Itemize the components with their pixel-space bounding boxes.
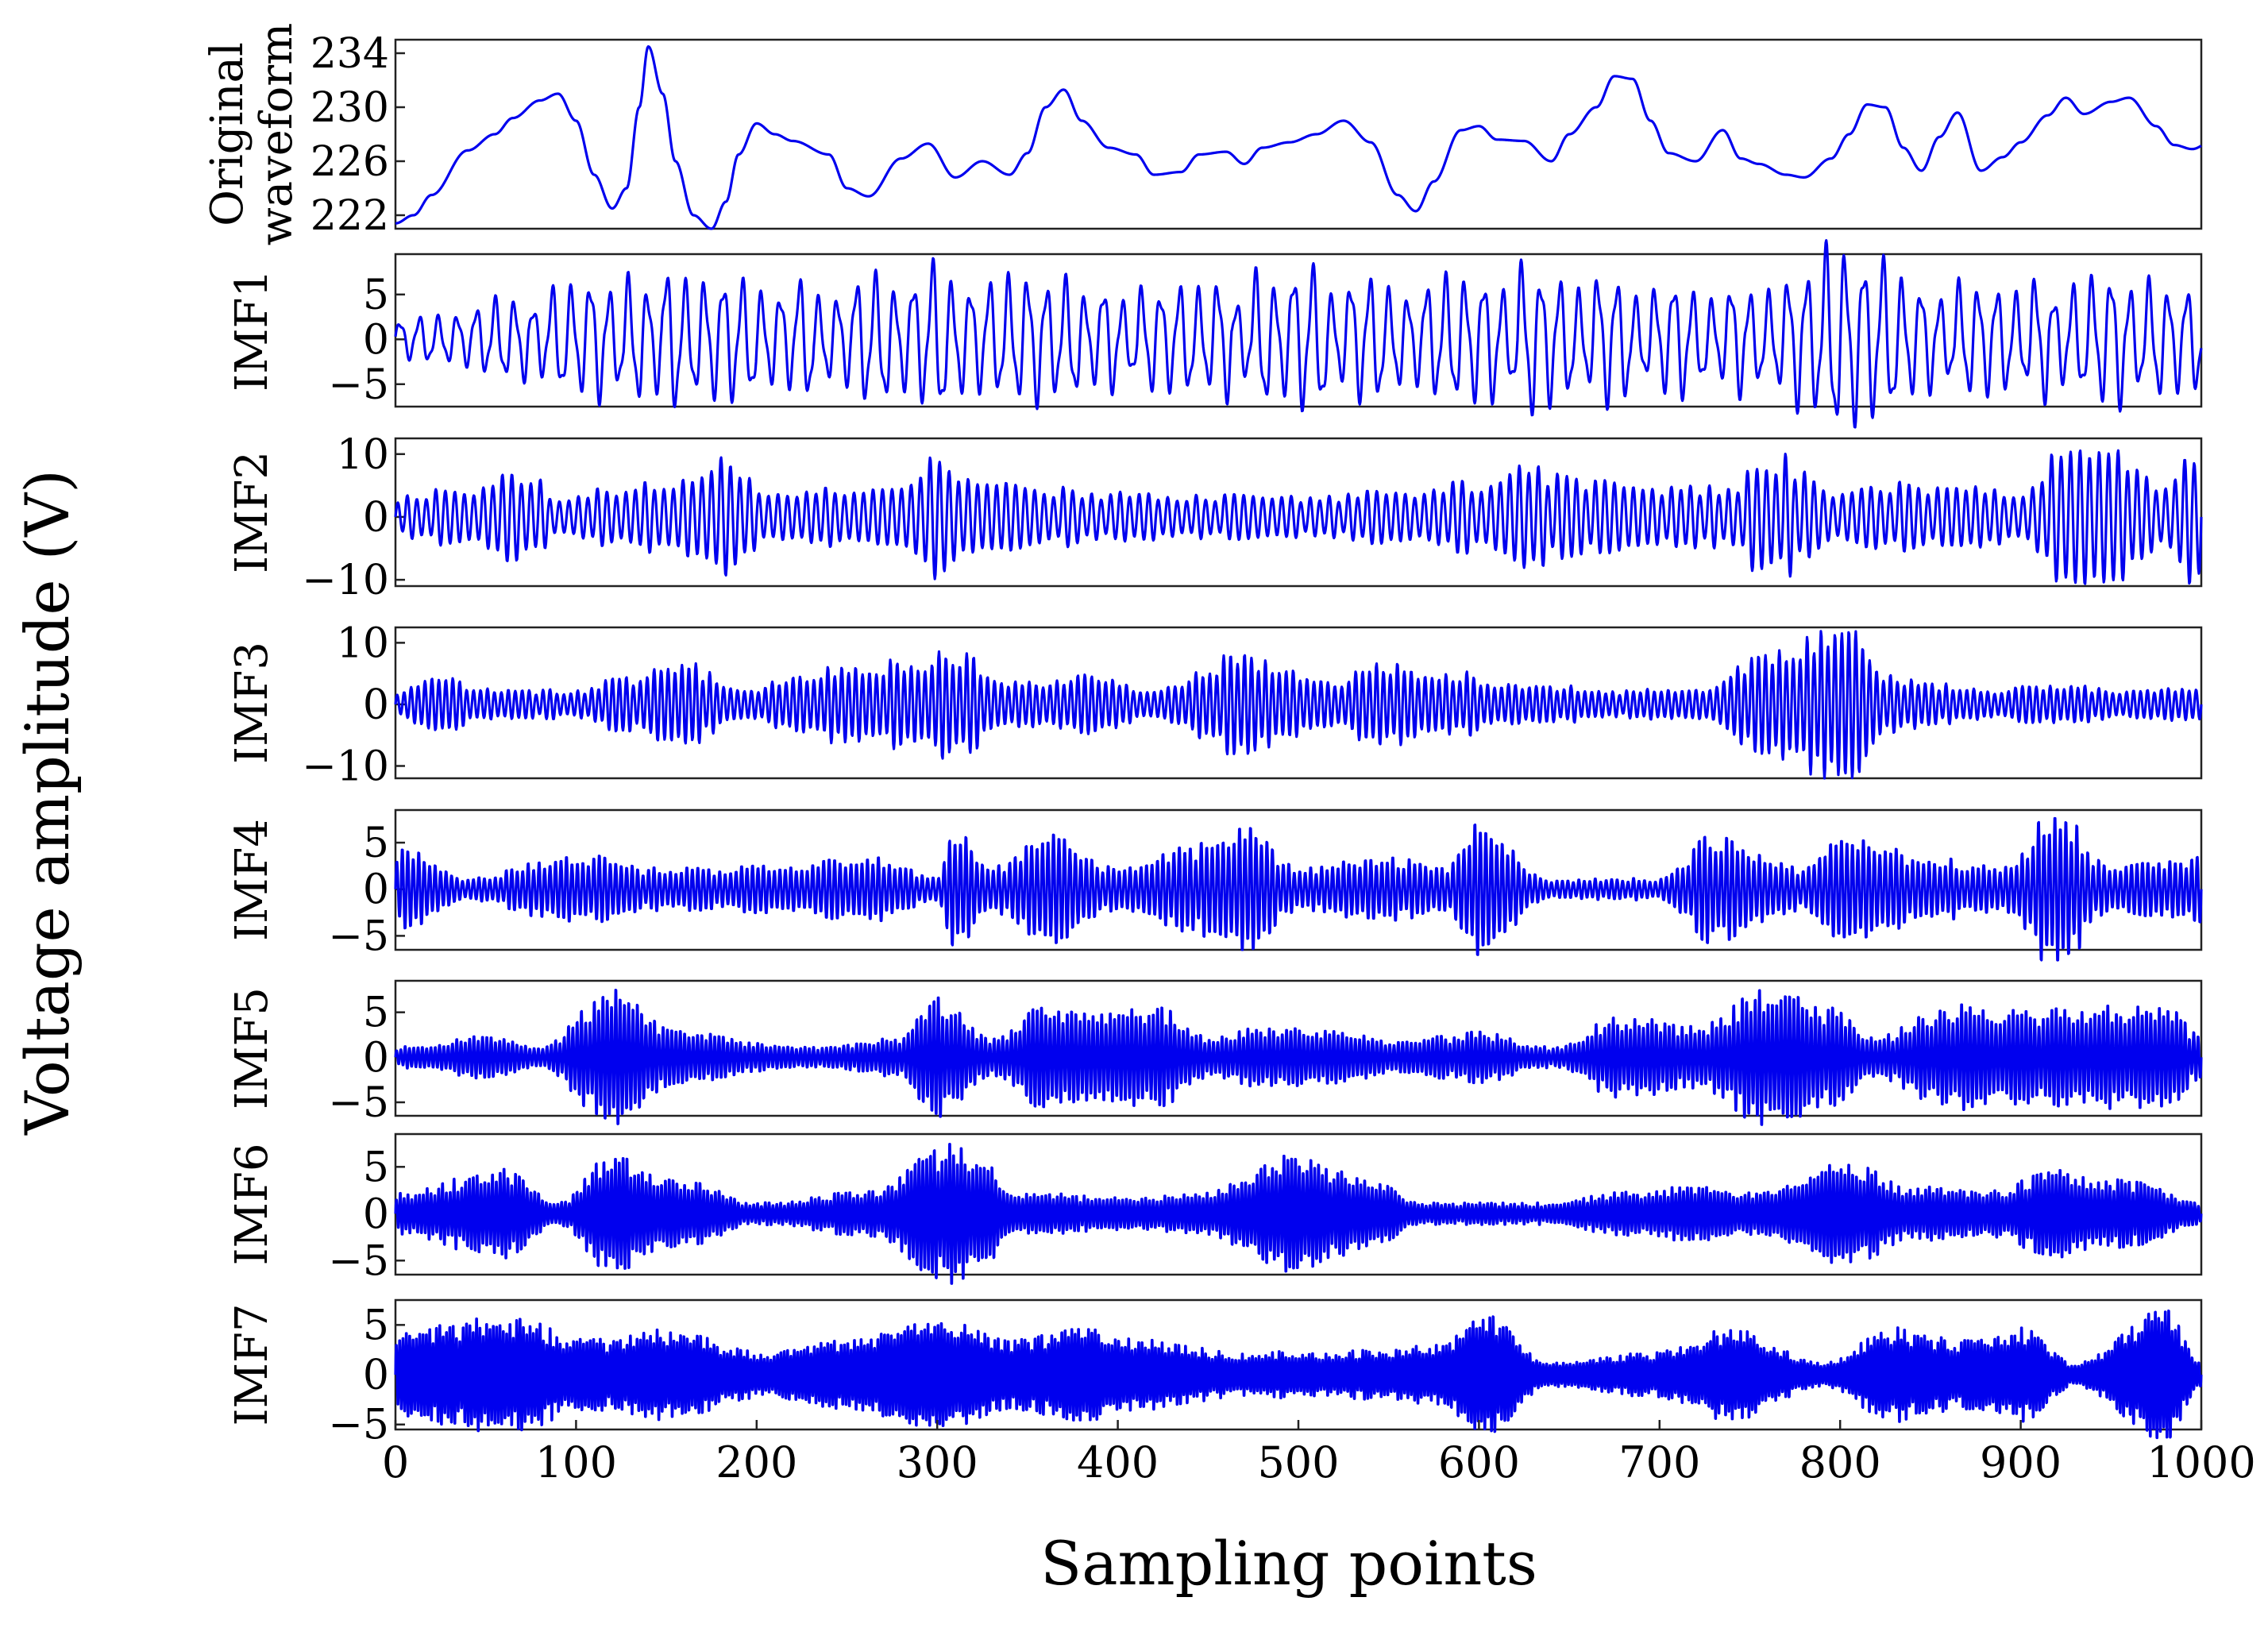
imf3-panel-label: IMF3 xyxy=(226,642,278,764)
imf1-series-line xyxy=(394,239,2203,429)
xtick-label: 1000 xyxy=(2146,1437,2255,1487)
imf7-ytick-label: −5 xyxy=(328,1402,389,1449)
original-panel-label: waveform xyxy=(251,23,303,245)
original-ytick-label: 226 xyxy=(310,138,389,186)
panel-imf1: −505 IMF1 xyxy=(226,239,2203,429)
imf4-ytick-label: 5 xyxy=(363,820,389,867)
imf5-ytick-label: −5 xyxy=(328,1079,389,1127)
imf7-ytick-label: 5 xyxy=(363,1302,389,1349)
imf3-ytick-label: −10 xyxy=(302,743,389,790)
panel-imf3: −10 0 10 IMF3 xyxy=(226,619,2203,790)
imf5-series-line xyxy=(394,989,2203,1126)
xtick-label: 200 xyxy=(716,1437,797,1487)
xtick-label: 400 xyxy=(1077,1437,1159,1487)
xtick-label: 100 xyxy=(535,1437,617,1487)
imf1-ytick-label: 0 xyxy=(363,316,389,364)
imf2-ytick-label: 0 xyxy=(363,494,389,542)
xtick-label: 600 xyxy=(1438,1437,1520,1487)
imf4-panel-label: IMF4 xyxy=(226,819,278,941)
original-series-line xyxy=(395,44,2202,230)
y-axis-title: Voltage amplitude (V) xyxy=(12,469,83,1136)
xtick-label: 900 xyxy=(1980,1437,2062,1487)
imf7-panel-label: IMF7 xyxy=(226,1304,278,1426)
original-ytick-label: 234 xyxy=(310,30,389,78)
imf4-ytick-label: −5 xyxy=(328,912,389,960)
imf6-series-line xyxy=(394,1143,2203,1285)
xtick-label: 800 xyxy=(1799,1437,1881,1487)
original-ytick-label: 222 xyxy=(310,192,389,240)
xtick-label: 700 xyxy=(1618,1437,1700,1487)
imf5-panel-label: IMF5 xyxy=(226,987,278,1109)
imf3-series-line xyxy=(394,630,2203,780)
imf1-ytick-label: −5 xyxy=(328,361,389,409)
imf7-series-line xyxy=(394,1309,2203,1440)
x-axis-title: Sampling points xyxy=(1040,1528,1537,1599)
panel-imf2: −10 0 10 IMF2 xyxy=(226,431,2203,604)
imf6-ytick-label: −5 xyxy=(328,1237,389,1285)
original-frame xyxy=(394,38,2203,230)
imf5-ytick-label: 0 xyxy=(363,1034,389,1082)
imf4-ytick-label: 0 xyxy=(363,866,389,914)
imf1-ytick-label: 5 xyxy=(363,272,389,319)
imf1-panel-label: IMF1 xyxy=(226,269,278,392)
imf2-series-line xyxy=(394,449,2203,585)
imf4-series-line xyxy=(394,816,2203,962)
x-axis: 0 100 200 300 400 500 600 700 800 900 1000 xyxy=(382,1420,2256,1487)
imf2-ytick-label: −10 xyxy=(302,557,389,604)
original-panel-label: Original xyxy=(202,42,253,226)
imf2-ytick-label: 10 xyxy=(337,431,389,479)
panel-imf6: −505 IMF6 xyxy=(226,1132,2203,1285)
imf3-ytick-label: 10 xyxy=(337,619,389,667)
xtick-label: 500 xyxy=(1257,1437,1339,1487)
panels-group: 222226230234Originalwaveform−505IMF1−100… xyxy=(202,23,2203,1449)
panel-imf7: −505 IMF7 xyxy=(226,1298,2203,1449)
imf6-panel-label: IMF6 xyxy=(226,1144,278,1266)
imf7-ytick-label: 0 xyxy=(363,1352,389,1399)
imf5-ytick-label: 5 xyxy=(363,990,389,1037)
xtick-label: 0 xyxy=(382,1437,409,1487)
imf5-frame xyxy=(394,979,2203,1117)
panel-imf4: −505 IMF4 xyxy=(226,808,2203,962)
xtick-label: 300 xyxy=(897,1437,978,1487)
original-ytick-label: 230 xyxy=(310,84,389,132)
imf6-ytick-label: 5 xyxy=(363,1144,389,1191)
imf6-ytick-label: 0 xyxy=(363,1190,389,1238)
panel-imf5: −505 IMF5 xyxy=(226,979,2203,1127)
imf3-ytick-label: 0 xyxy=(363,681,389,729)
imf2-panel-label: IMF2 xyxy=(226,451,278,573)
